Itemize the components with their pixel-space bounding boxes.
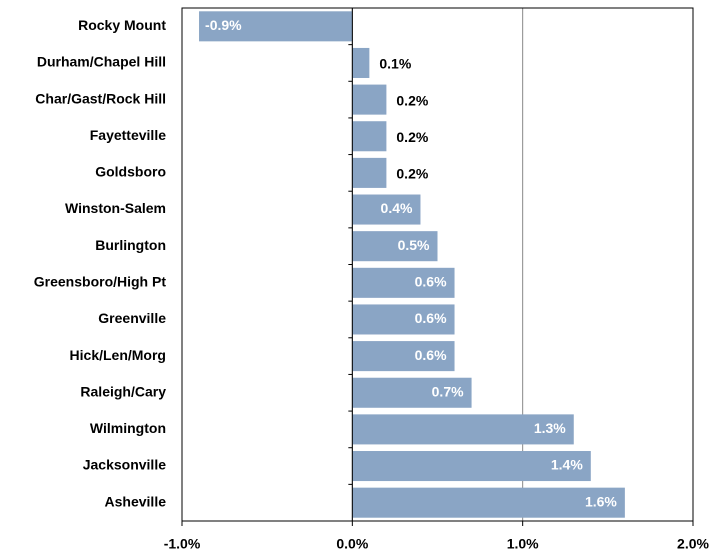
bar	[352, 487, 625, 518]
data-label: 0.4%	[381, 200, 413, 216]
y-tick-label: Rocky Mount	[78, 17, 166, 33]
y-tick-label: Greensboro/High Pt	[34, 274, 167, 290]
data-label: 0.2%	[396, 166, 428, 182]
y-tick-label: Burlington	[95, 237, 166, 253]
bar	[352, 84, 387, 115]
y-tick-label: Jacksonville	[83, 457, 166, 473]
y-tick-label: Goldsboro	[95, 164, 166, 180]
data-label: 0.1%	[379, 56, 411, 72]
data-label: 1.4%	[551, 457, 583, 473]
y-tick-label: Raleigh/Cary	[80, 383, 166, 399]
data-label: 0.5%	[398, 237, 430, 253]
bar	[352, 231, 438, 262]
data-label: 1.6%	[585, 493, 617, 509]
y-tick-label: Winston-Salem	[65, 200, 166, 216]
x-tick-label: 1.0%	[507, 536, 539, 552]
data-label: 0.2%	[396, 129, 428, 145]
data-label: -0.9%	[205, 17, 242, 33]
y-tick-label: Wilmington	[90, 420, 166, 436]
plot-border	[181, 7, 694, 522]
bar	[352, 267, 455, 298]
y-tick-label: Asheville	[105, 493, 167, 509]
x-tick-label: -1.0%	[164, 536, 201, 552]
y-tick-label: Hick/Len/Morg	[70, 347, 166, 363]
bar	[199, 11, 353, 42]
bar	[352, 377, 472, 408]
data-label: 0.6%	[415, 310, 447, 326]
bar	[352, 157, 387, 188]
bar	[352, 47, 370, 78]
bar	[352, 304, 455, 335]
y-tick-label: Char/Gast/Rock Hill	[35, 90, 166, 106]
data-label: 0.6%	[415, 274, 447, 290]
data-label: 0.2%	[396, 92, 428, 108]
y-tick-label: Durham/Chapel Hill	[37, 54, 166, 70]
data-label: 0.7%	[432, 383, 464, 399]
y-tick-label: Greenville	[98, 310, 166, 326]
bar	[352, 414, 574, 445]
x-tick-label: 0.0%	[336, 536, 368, 552]
bar	[352, 121, 387, 152]
data-label: 0.6%	[415, 347, 447, 363]
bar	[352, 451, 591, 482]
data-label: 1.3%	[534, 420, 566, 436]
bar	[352, 194, 421, 225]
y-tick-label: Fayetteville	[90, 127, 166, 143]
x-tick-label: 2.0%	[677, 536, 709, 552]
bar	[352, 341, 455, 372]
